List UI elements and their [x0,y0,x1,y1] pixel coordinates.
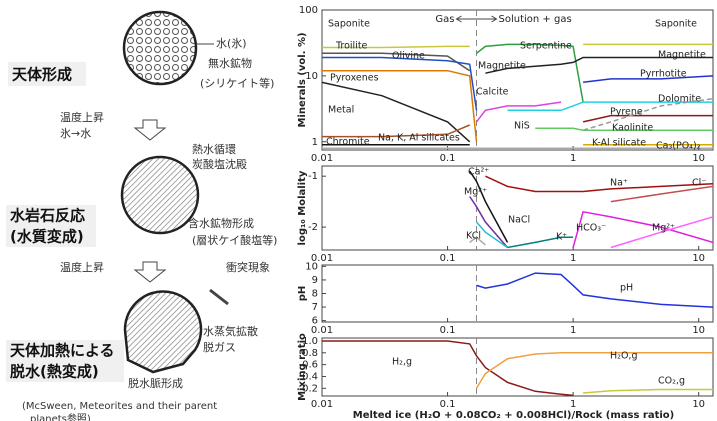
reference: (McSween, Meteorites and their parent [22,401,217,412]
series-label: KCl [466,231,481,242]
arrow [135,262,165,282]
y-tick-label: -2 [308,222,318,233]
label: (シリケイト等) [200,76,274,90]
stage-title: 水岩石反応 [10,207,85,225]
series-label: Pyrrhotite [640,69,687,80]
plot-frame [322,338,713,396]
series-label: Na⁺ [610,178,628,189]
stage-title: 天体形成 [12,66,72,84]
x-tick-label: 1 [570,253,576,264]
series-label: Pyrene [610,107,643,118]
y-axis-title: pH [297,286,308,302]
x-tick-label: 10 [692,399,705,410]
label: 衝突現象 [226,260,270,274]
series-label: Kaolinite [612,123,653,134]
label: 水蒸気拡散 [203,324,258,338]
series-label: Cl⁻ [692,178,706,189]
series-label: Na, K, Al silicates [378,133,460,144]
label: 炭酸塩沈殿 [192,157,247,171]
series-label: Mg²⁺ [464,187,487,198]
series-label: H₂,g [392,357,412,368]
x-tick-label: 0.1 [440,325,456,336]
x-tick-label: 1 [570,153,576,164]
x-tick-label: 10 [692,325,705,336]
body-icon [124,12,196,84]
x-tick-label: 0.1 [440,153,456,164]
x-tick-label: 1 [570,325,576,336]
series-label: Pyroxenes [330,73,379,84]
stage-title: 天体加熱による [10,342,115,360]
series-label: HCO₃⁻ [576,223,606,234]
series-label: Serpentine [520,41,572,52]
diagram: 水(氷) 無水鉱物 (シリケイト等) 天体形成 温度上昇 氷→水 熱水循環 炭酸… [6,12,277,421]
series-label: NiS [514,121,530,132]
y-tick-label: 6 [312,316,318,327]
label: (層状ケイ酸塩等) [192,233,277,247]
reference: planets参照) [30,412,91,421]
body-icon [122,157,198,233]
x-tick-label: 0.01 [311,399,333,410]
body-icon [125,292,201,372]
x-tick-label: 0.1 [440,399,456,410]
y-tick-label: 10 [305,261,318,272]
series-label: pH [620,283,633,294]
x-tick-label: 0.1 [440,253,456,264]
label: 氷→水 [60,127,91,140]
series-label: Saponite [655,19,697,30]
label: 温度上昇 [60,260,104,274]
label: 温度上昇 [60,110,104,124]
label: 熱水循環 [192,143,236,156]
meteor [210,290,228,304]
y-tick-label: -1 [308,171,318,182]
label: 無水鉱物 [208,56,252,70]
series-label: Troilite [335,41,368,52]
series-label: Mg²⁺ [652,223,675,234]
series-label: Metal [328,105,354,116]
x-tick-label: 10 [692,153,705,164]
y-tick-label: 1 [312,137,318,148]
y-tick-label: 7 [312,302,318,313]
series-label: Magnetite [478,61,526,72]
y-axis-title: Minerals (vol. %) [297,32,308,127]
y-axis-title: Mixing ratio [297,333,308,401]
plot-frame [322,265,713,322]
stage-title: (水質変成) [10,228,84,246]
series-label: CO₂,g [658,376,685,387]
series-label: Saponite [328,19,370,30]
label: 水(氷) [216,37,247,50]
charts: 0.01 0.1 1 10 1 10 100 Minerals (vol. %) Gas Solu… [297,5,713,421]
series-label: K⁺ [556,232,567,243]
annotation: Gas [435,14,454,25]
series-label: NaCl [508,215,530,226]
x-tick-label: 0.01 [311,153,333,164]
x-axis-title: Melted ice (H₂O + 0.08CO₂ + 0.008HCl)/Ro… [353,410,674,421]
x-tick-label: 10 [692,253,705,264]
series-label: Magnetite [658,50,706,61]
plot-frame [322,166,713,250]
y-axis-title: log₁₀ Molality [297,170,308,245]
y-tick-label: 9 [312,275,318,286]
arrow [135,120,165,140]
series-label: Ca₃(PO₄)₂ [656,141,701,152]
y-tick-label: 100 [299,5,318,16]
stage-title: 脱水(熱変成) [10,363,99,381]
series-label: Chromite [326,137,370,148]
series-label: H₂O,g [610,351,637,362]
series-label: Olivine [392,51,425,62]
series-label: K-Al silicate [592,138,646,149]
series-label: Calcite [476,87,509,98]
label: 脱水脈形成 [128,376,183,390]
annotation: Solution + gas [499,14,572,25]
x-tick-label: 1 [570,399,576,410]
label: 脱ガス [203,340,236,354]
label: 含水鉱物形成 [188,216,254,230]
y-tick-label: 8 [312,289,318,300]
figure: 水(氷) 無水鉱物 (シリケイト等) 天体形成 温度上昇 氷→水 熱水循環 炭酸… [0,0,717,421]
